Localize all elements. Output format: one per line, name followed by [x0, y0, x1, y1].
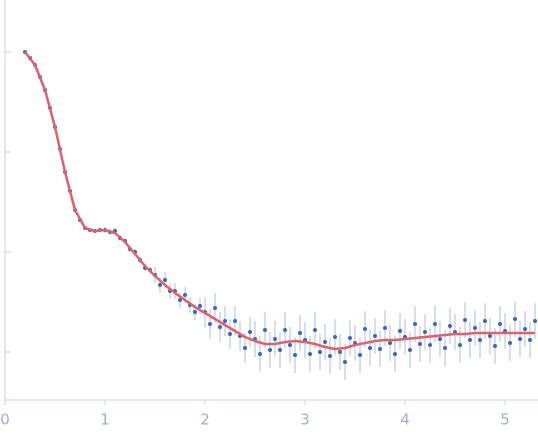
data-point [458, 343, 462, 347]
data-point [488, 334, 492, 338]
data-point [438, 337, 442, 341]
data-point [443, 346, 447, 350]
data-point [208, 322, 212, 326]
data-point [508, 341, 512, 345]
data-point [213, 306, 217, 310]
data-point [378, 347, 382, 351]
data-point [283, 328, 287, 332]
x-tick-label: 1 [100, 411, 110, 429]
data-point [388, 341, 392, 345]
data-point [268, 348, 272, 352]
data-point [473, 326, 477, 330]
data-point [278, 348, 282, 352]
data-point [298, 331, 302, 335]
data-point [343, 360, 347, 364]
data-point [308, 352, 312, 356]
data-point [218, 325, 222, 329]
data-point [318, 350, 322, 354]
x-tick-label: 0 [0, 411, 10, 429]
data-point [273, 337, 277, 341]
data-point [368, 346, 372, 350]
data-point [183, 293, 187, 297]
data-point [358, 353, 362, 357]
data-point [478, 338, 482, 342]
data-point [448, 324, 452, 328]
x-tick-label: 4 [400, 411, 410, 429]
data-point [523, 327, 527, 331]
data-point [393, 352, 397, 356]
data-point [288, 343, 292, 347]
data-point [413, 322, 417, 326]
data-point [243, 346, 247, 350]
data-point [198, 304, 202, 308]
data-point [418, 342, 422, 346]
x-tick-label: 2 [200, 411, 210, 429]
data-point [383, 326, 387, 330]
data-point [323, 340, 327, 344]
data-point [333, 335, 337, 339]
x-tick-label: 3 [300, 411, 310, 429]
data-point [363, 327, 367, 331]
data-point [248, 330, 252, 334]
data-point [428, 343, 432, 347]
data-point [528, 338, 532, 342]
data-point [338, 350, 342, 354]
data-point [233, 319, 237, 323]
data-point [408, 348, 412, 352]
data-point [468, 338, 472, 342]
data-point [463, 318, 467, 322]
data-point [328, 354, 332, 358]
data-point [258, 352, 262, 356]
data-point [228, 332, 232, 336]
data-point [493, 344, 497, 348]
data-point [483, 319, 487, 323]
data-point [373, 334, 377, 338]
data-point [398, 329, 402, 333]
data-point [423, 330, 427, 334]
data-point [178, 298, 182, 302]
data-point [158, 283, 162, 287]
data-point [433, 322, 437, 326]
data-point [313, 328, 317, 332]
data-point [533, 319, 537, 323]
data-point [263, 328, 267, 332]
x-tick-label: 5 [500, 411, 510, 429]
data-point [163, 278, 167, 282]
data-point [513, 317, 517, 321]
data-point [498, 322, 502, 326]
data-point [518, 337, 522, 341]
data-point [223, 319, 227, 323]
fit-line [24, 51, 535, 351]
data-point [348, 336, 352, 340]
data-point [193, 310, 197, 314]
data-point [293, 353, 297, 357]
